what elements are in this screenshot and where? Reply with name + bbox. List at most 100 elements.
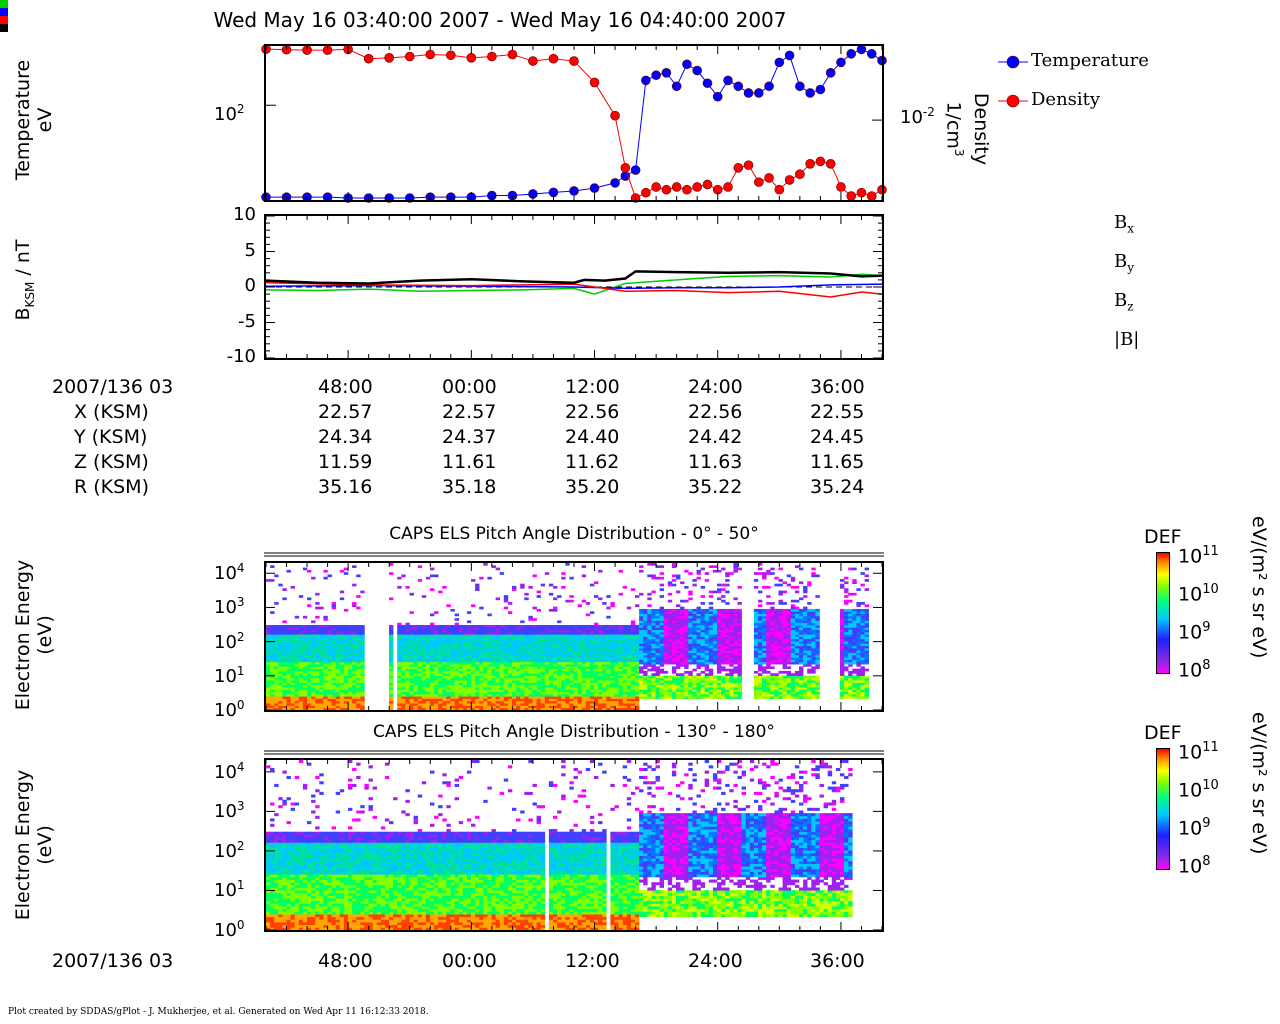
- spectrogram-cell: [585, 666, 591, 670]
- ephemeris-value: 24.34: [318, 426, 373, 448]
- spectrogram-cell: [528, 636, 533, 640]
- spectrogram-cell: [401, 689, 406, 693]
- spectrogram-cell: [430, 654, 435, 658]
- spectrogram-cell: [557, 700, 562, 704]
- data-point-density: [784, 175, 795, 185]
- spectrogram-cell: [507, 687, 513, 690]
- spectrogram-cell: [298, 693, 304, 697]
- spectrogram-cell: [397, 622, 402, 626]
- spectrogram-cell: [565, 654, 570, 658]
- spectrogram-cell: [294, 629, 300, 633]
- spectrogram-cell: [454, 666, 459, 670]
- spectrogram-cell: [774, 687, 779, 690]
- spectrogram-cell: [462, 652, 468, 656]
- spectrogram-cell: [450, 687, 455, 690]
- spectrogram-cell: [442, 691, 447, 695]
- spectrogram-cell: [327, 680, 332, 683]
- spectrogram-cell: [266, 666, 271, 670]
- spectrogram-cell: [520, 643, 525, 647]
- spectrogram-cell: [331, 687, 336, 690]
- spectrogram-cell: [294, 643, 300, 647]
- spectrogram-cell: [639, 687, 644, 690]
- spectrogram-cell: [598, 677, 603, 681]
- spectrogram-cell: [573, 654, 578, 658]
- spectrogram-cell: [421, 634, 427, 637]
- spectrogram-cell: [708, 611, 714, 614]
- spectrogram-cell: [343, 691, 349, 695]
- spectrogram-cell: [696, 631, 701, 635]
- spectrogram-cell: [491, 650, 496, 653]
- spectrogram-cell: [622, 680, 628, 683]
- spectrogram-cell: [446, 636, 451, 640]
- spectrogram-cell: [680, 682, 685, 686]
- spectrogram-cell: [692, 618, 697, 621]
- spectrogram-cell: [655, 576, 660, 580]
- spectrogram-cell: [585, 629, 591, 633]
- spectrogram-cell: [524, 647, 529, 651]
- spectrogram-cell: [327, 650, 332, 653]
- spectrogram-cell: [729, 631, 734, 635]
- spectrogram-cell: [655, 613, 660, 617]
- spectrogram-cell: [680, 691, 685, 695]
- spectrogram-cell: [417, 636, 423, 640]
- spectrogram-cell: [762, 650, 767, 653]
- spectrogram-cell: [626, 638, 632, 642]
- spectrogram-cell: [343, 680, 349, 683]
- spectrogram-cell: [315, 615, 320, 619]
- spectrogram-cell: [270, 675, 275, 679]
- spectrogram-cell: [278, 664, 283, 667]
- spectrogram-cell: [667, 689, 673, 693]
- spectrogram-cell: [471, 693, 476, 697]
- spectrogram-cell: [339, 627, 345, 631]
- spectrogram-cell: [786, 654, 792, 658]
- spectrogram-cell: [298, 629, 304, 633]
- spectrogram-cell: [421, 652, 427, 656]
- spectrogram-cell: [589, 625, 595, 628]
- spectrogram-cell: [630, 631, 636, 635]
- spectrogram-cell: [594, 622, 599, 626]
- spectrogram-cell: [786, 675, 792, 679]
- spectrogram-cell: [717, 620, 722, 624]
- spectrogram-cell: [298, 650, 304, 653]
- spectrogram-cell: [483, 707, 488, 711]
- spectrogram-cell: [680, 611, 685, 614]
- spectrogram-cell: [639, 689, 644, 693]
- spectrogram-cell: [688, 641, 693, 644]
- spectrogram-cell: [676, 654, 681, 658]
- spectrogram-cell: [585, 650, 591, 653]
- spectrogram-cell: [635, 703, 640, 706]
- spectrogram-cell: [676, 645, 681, 649]
- spectrogram-cell: [274, 650, 279, 653]
- spectrogram-cell: [782, 687, 787, 690]
- spectrogram-cell: [425, 638, 431, 642]
- spectrogram-cell: [446, 682, 451, 686]
- spectrogram-cell: [577, 677, 582, 681]
- spectrogram-cell: [430, 666, 435, 670]
- spectrogram-cell: [413, 687, 418, 690]
- spectrogram-cell: [671, 636, 677, 640]
- spectrogram-cell: [307, 645, 312, 649]
- spectrogram-cell: [700, 625, 705, 628]
- spectrogram-cell: [401, 625, 406, 628]
- spectrogram-cell: [758, 693, 763, 697]
- spectrogram-cell: [643, 670, 648, 674]
- spectrogram-cell: [516, 677, 521, 681]
- spectrogram-cell: [659, 687, 664, 690]
- ephemeris-row-label: X (KSM): [74, 401, 149, 423]
- spectrogram-cell: [610, 670, 615, 674]
- spectrogram-cell: [712, 565, 718, 568]
- spectrogram-cell: [786, 615, 792, 619]
- spectrogram-cell: [766, 652, 771, 656]
- spectrogram-cell: [290, 675, 295, 679]
- spectrogram-cell: [389, 645, 394, 649]
- spectrogram-cell: [585, 645, 591, 649]
- spectrogram-cell: [471, 682, 476, 686]
- spectrogram-cell: [302, 680, 308, 683]
- spectrogram-cell: [421, 647, 427, 651]
- spectrogram-cell: [360, 647, 365, 651]
- spectrogram-cell: [491, 689, 496, 693]
- spectrogram-cell: [450, 654, 455, 658]
- spectrogram-cell: [356, 659, 361, 663]
- spectrogram-cell: [495, 703, 500, 706]
- spectrogram-cell: [335, 703, 341, 706]
